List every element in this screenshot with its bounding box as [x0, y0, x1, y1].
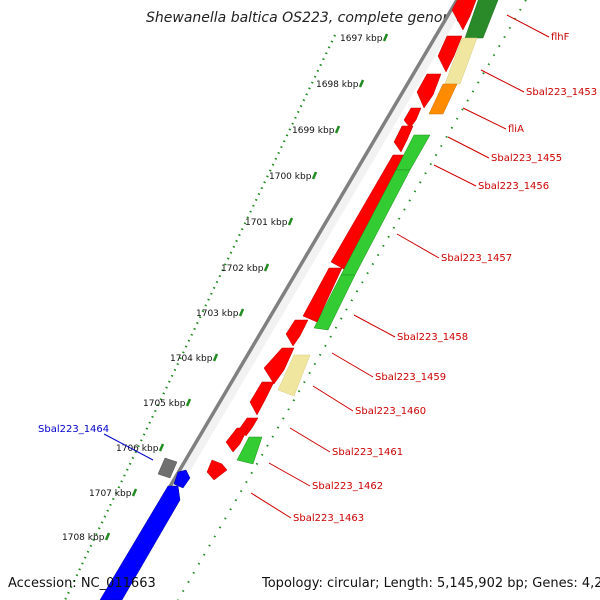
map-title: Shewanella baltica OS223, complete genom… — [146, 10, 465, 26]
scale-ring — [64, 34, 336, 600]
leader-line — [250, 492, 292, 519]
gene-labels: flhF Sbal223_1453 fliA Sbal223_1455 Sbal223_… — [38, 32, 597, 524]
leader-line — [289, 427, 331, 453]
leader-line — [433, 164, 477, 187]
leader-line — [447, 136, 490, 159]
gene-red-g[interactable] — [225, 427, 249, 453]
kbp-label: 1699 kbp — [292, 126, 335, 136]
gene-gray[interactable] — [157, 457, 178, 479]
leader-line — [480, 69, 525, 93]
kbp-tick — [131, 488, 138, 497]
gene-red-b[interactable] — [416, 73, 442, 109]
kbp-tick — [104, 532, 111, 541]
gene-Sbal223_1459[interactable] — [263, 347, 295, 385]
leader-line — [462, 107, 507, 130]
outer-ring-marks — [177, 0, 527, 600]
kbp-tick — [334, 125, 341, 134]
gene-label-Sbal223_1458[interactable]: Sbal223_1458 — [397, 332, 468, 343]
kbp-tick — [382, 33, 389, 42]
kbp-tick — [287, 217, 294, 226]
leader-line — [103, 433, 154, 461]
gene-blue-small[interactable] — [173, 469, 191, 489]
kbp-scale: 1697 kbp 1698 kbp 1699 kbp 1700 kbp 1701 kbp… — [62, 33, 389, 543]
kbp-label: 1706 kbp — [116, 444, 159, 454]
kbp-label: 1705 kbp — [143, 399, 186, 409]
gene-label-Sbal223_1461[interactable]: Sbal223_1461 — [332, 447, 403, 458]
kbp-tick — [212, 353, 219, 362]
leader-line — [312, 385, 354, 412]
kbp-label: 1708 kbp — [62, 533, 105, 543]
kbp-tick — [358, 79, 365, 88]
gene-label-Sbal223_1464[interactable]: Sbal223_1464 — [38, 424, 109, 435]
kbp-tick — [238, 308, 245, 317]
gene-track — [99, 0, 500, 600]
kbp-tick — [158, 443, 165, 452]
leader-line — [268, 462, 311, 487]
gene-label-fliA[interactable]: fliA — [508, 124, 524, 135]
kbp-tick — [185, 398, 192, 407]
gene-label-Sbal223_1455[interactable]: Sbal223_1455 — [491, 153, 562, 164]
kbp-tick — [311, 171, 318, 180]
gene-red-d[interactable] — [302, 267, 343, 323]
gene-label-Sbal223_1457[interactable]: Sbal223_1457 — [441, 253, 512, 264]
gene-Sbal223_1460[interactable] — [277, 354, 311, 397]
gene-red-e[interactable] — [285, 319, 309, 347]
gene-Sbal223_1462[interactable] — [236, 436, 263, 465]
gene-red-a[interactable] — [437, 35, 463, 73]
gene-red-c[interactable] — [403, 107, 422, 129]
gene-label-Sbal223_1453[interactable]: Sbal223_1453 — [526, 87, 597, 98]
kbp-label: 1704 kbp — [170, 354, 213, 364]
kbp-label: 1707 kbp — [89, 489, 132, 499]
gene-fliA[interactable] — [428, 83, 458, 115]
leader-line — [353, 314, 396, 338]
gene-Sbal223_1463[interactable] — [206, 459, 228, 481]
gene-label-flhF[interactable]: flhF — [551, 32, 570, 43]
gene-Sbal223_1464[interactable] — [99, 485, 181, 600]
leader-line — [396, 233, 440, 259]
kbp-label: 1702 kbp — [221, 264, 264, 274]
leader-line — [331, 352, 374, 378]
kbp-label: 1698 kbp — [316, 80, 359, 90]
accession-text: Accession: NC_011663 — [8, 576, 156, 591]
kbp-tick — [263, 263, 270, 272]
gene-label-Sbal223_1460[interactable]: Sbal223_1460 — [355, 406, 426, 417]
label-leaders — [103, 14, 550, 519]
gene-red-top[interactable] — [451, 0, 478, 31]
gene-Sbal223_1458[interactable] — [313, 274, 356, 331]
kbp-label: 1697 kbp — [340, 34, 383, 44]
gene-Sbal223_1455[interactable] — [393, 125, 414, 153]
gene-Sbal223_1453[interactable] — [444, 37, 478, 85]
kbp-label: 1703 kbp — [196, 309, 239, 319]
kbp-label: 1700 kbp — [269, 172, 312, 182]
genome-summary: Topology: circular; Length: 5,145,902 bp… — [261, 576, 600, 591]
gene-flhF[interactable] — [464, 0, 500, 39]
gene-label-Sbal223_1459[interactable]: Sbal223_1459 — [375, 372, 446, 383]
gene-red-f[interactable] — [249, 381, 275, 416]
gene-label-Sbal223_1462[interactable]: Sbal223_1462 — [312, 481, 383, 492]
gene-label-Sbal223_1463[interactable]: Sbal223_1463 — [293, 513, 364, 524]
leader-line — [506, 14, 550, 38]
kbp-label: 1701 kbp — [245, 218, 288, 228]
gene-label-Sbal223_1456[interactable]: Sbal223_1456 — [478, 181, 549, 192]
